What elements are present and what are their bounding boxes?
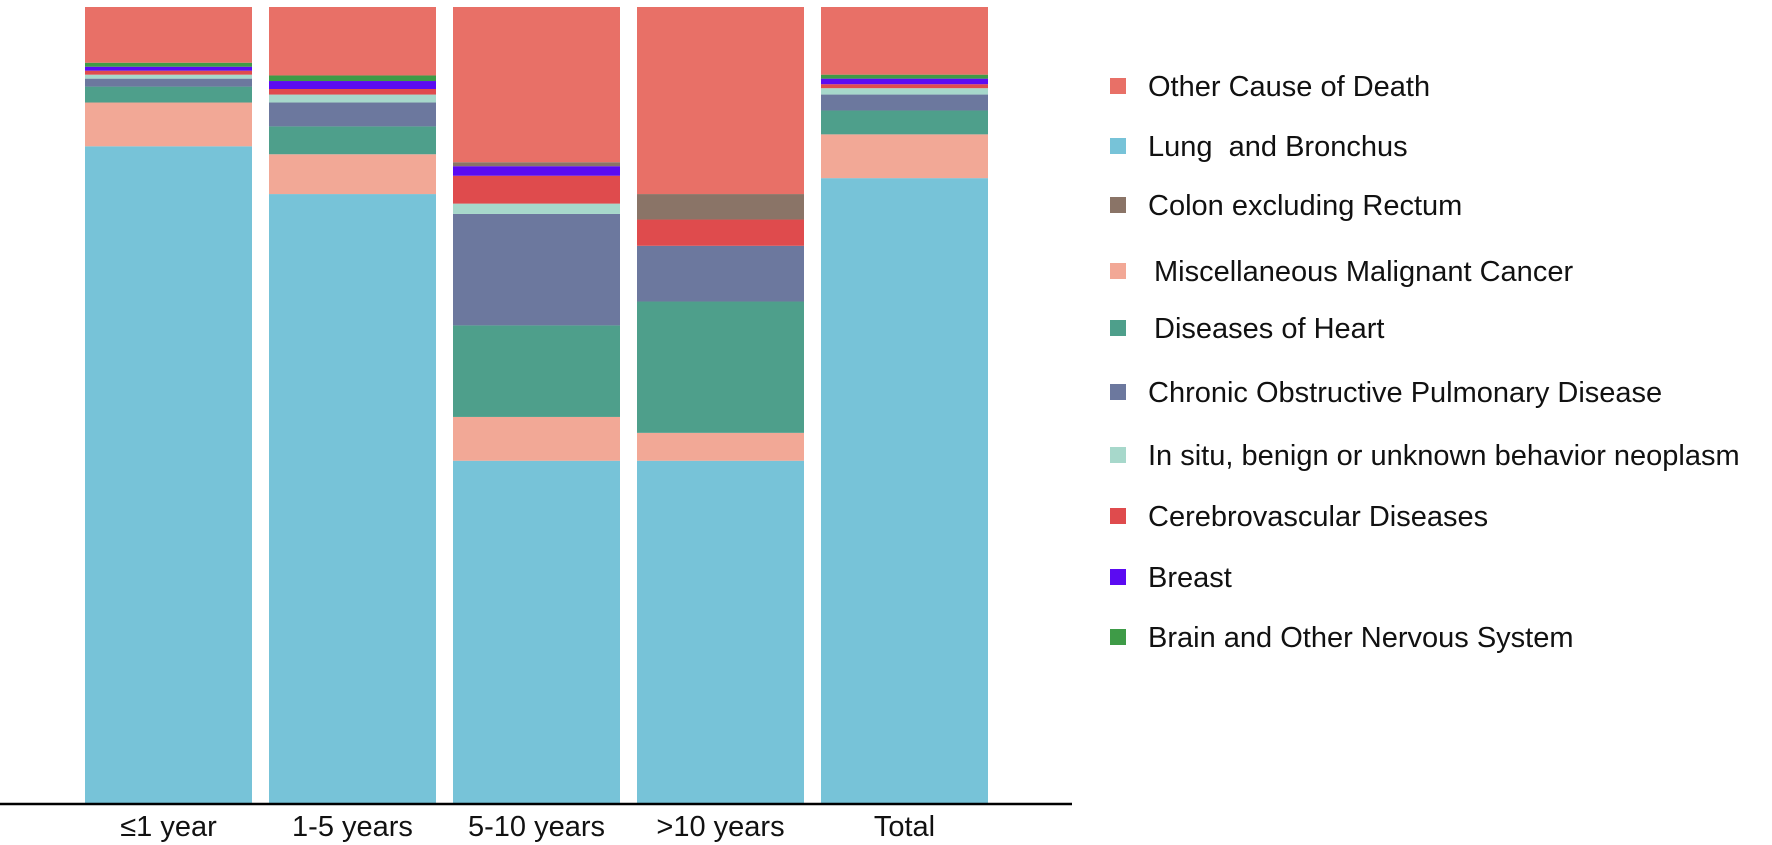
bar-segment-5-10-years-breast [453, 166, 620, 176]
bar-segment-1-year-in-situ-benign-or-unknown-behavior-neoplasm [85, 74, 252, 79]
bar-segment-10-years-lung-and-bronchus [637, 460, 804, 803]
bar-segment-1-5-years-in-situ-benign-or-unknown-behavior-neoplasm [269, 94, 436, 103]
bar-segment-10-years-cerebrovascular-diseases [637, 219, 804, 246]
bar-segment-5-10-years-cerebrovascular-diseases [453, 175, 620, 204]
x-tick-label: >10 years [656, 811, 784, 843]
legend-label-brain-and-other-nervous-system: Brain and Other Nervous System [1148, 622, 1574, 654]
bar-segment-10-years-other-cause-of-death [637, 7, 804, 195]
bar-segment-5-10-years-colon-excluding-rectum [453, 162, 620, 167]
legend-label-lung-and-bronchus: Lung and Bronchus [1148, 131, 1408, 163]
bars-group [85, 7, 988, 804]
bar-segment-total-diseases-of-heart [821, 110, 988, 135]
legend-swatch-other-cause-of-death [1110, 78, 1126, 94]
x-tick-labels: ≤1 year 1-5 years 5-10 years >10 years Total [120, 811, 935, 843]
bar-segment-1-year-miscellaneous-malignant-cancer [85, 102, 252, 147]
legend-label-other-cause-of-death: Other Cause of Death [1148, 71, 1430, 103]
legend-swatch-miscellaneous-malignant-cancer [1110, 263, 1126, 279]
legend: Other Cause of Death Lung and Bronchus Col… [1110, 71, 1740, 654]
bar-segment-1-year-brain-and-other-nervous-system [85, 62, 252, 67]
x-tick-label: 1-5 years [292, 811, 413, 843]
bar-segment-5-10-years-other-cause-of-death [453, 7, 620, 163]
bar-segment-total-chronic-obstructive-pulmonary-disease [821, 94, 988, 111]
x-tick-label: Total [874, 811, 935, 843]
bar-segment-1-5-years-chronic-obstructive-pulmonary-disease [269, 102, 436, 127]
legend-swatch-diseases-of-heart [1110, 320, 1126, 336]
legend-swatch-in-situ-benign-or-unknown-behavior-neoplasm [1110, 447, 1126, 463]
legend-swatch-chronic-obstructive-pulmonary-disease [1110, 384, 1126, 400]
bar-segment-5-10-years-lung-and-bronchus [453, 460, 620, 803]
bar-segment-total-brain-and-other-nervous-system [821, 74, 988, 79]
bar-segment-1-year-other-cause-of-death [85, 7, 252, 63]
bar-segment-1-year-cerebrovascular-diseases [85, 70, 252, 75]
legend-label-chronic-obstructive-pulmonary-disease: Chronic Obstructive Pulmonary Disease [1148, 377, 1662, 409]
bar-segment-1-year-diseases-of-heart [85, 86, 252, 103]
bar-segment-1-5-years-brain-and-other-nervous-system [269, 75, 436, 82]
bar-segment-10-years-chronic-obstructive-pulmonary-disease [637, 245, 804, 302]
legend-label-miscellaneous-malignant-cancer: Miscellaneous Malignant Cancer [1154, 256, 1573, 288]
legend-swatch-breast [1110, 569, 1126, 585]
bar-segment-1-5-years-diseases-of-heart [269, 126, 436, 155]
bar-segment-1-5-years-cerebrovascular-diseases [269, 88, 436, 95]
bar-segment-1-5-years-breast [269, 81, 436, 89]
legend-swatch-colon-excluding-rectum [1110, 197, 1126, 213]
legend-swatch-lung-and-bronchus [1110, 138, 1126, 154]
bar-segment-5-10-years-chronic-obstructive-pulmonary-disease [453, 213, 620, 326]
legend-label-diseases-of-heart: Diseases of Heart [1154, 313, 1385, 345]
bar-segment-total-miscellaneous-malignant-cancer [821, 134, 988, 179]
bar-segment-5-10-years-miscellaneous-malignant-cancer [453, 416, 620, 461]
bar-segment-10-years-diseases-of-heart [637, 301, 804, 433]
bar-segment-total-other-cause-of-death [821, 7, 988, 75]
legend-label-breast: Breast [1148, 562, 1232, 594]
bar-segment-5-10-years-diseases-of-heart [453, 325, 620, 417]
bar-segment-total-in-situ-benign-or-unknown-behavior-neoplasm [821, 88, 988, 95]
bar-segment-1-5-years-miscellaneous-malignant-cancer [269, 154, 436, 195]
legend-swatch-brain-and-other-nervous-system [1110, 629, 1126, 645]
legend-label-cerebrovascular-diseases: Cerebrovascular Diseases [1148, 501, 1488, 533]
bar-segment-1-year-chronic-obstructive-pulmonary-disease [85, 78, 252, 87]
bar-segment-1-year-lung-and-bronchus [85, 146, 252, 804]
bar-segment-1-5-years-other-cause-of-death [269, 7, 436, 76]
bar-segment-total-lung-and-bronchus [821, 178, 988, 803]
bar-segment-10-years-colon-excluding-rectum [637, 194, 804, 220]
bar-segment-1-year-breast [85, 66, 252, 71]
bar-segment-5-10-years-in-situ-benign-or-unknown-behavior-neoplasm [453, 203, 620, 214]
bar-segment-10-years-miscellaneous-malignant-cancer [637, 432, 804, 461]
legend-swatch-cerebrovascular-diseases [1110, 508, 1126, 524]
x-tick-label: ≤1 year [120, 811, 217, 843]
bar-segment-total-cerebrovascular-diseases [821, 84, 988, 89]
bar-segment-1-5-years-lung-and-bronchus [269, 194, 436, 803]
legend-label-in-situ-benign-or-unknown-behavior-neoplasm: In situ, benign or unknown behavior neop… [1148, 440, 1740, 472]
bar-segment-total-breast [821, 78, 988, 85]
legend-label-colon-excluding-rectum: Colon excluding Rectum [1148, 190, 1462, 222]
x-tick-label: 5-10 years [468, 811, 605, 843]
